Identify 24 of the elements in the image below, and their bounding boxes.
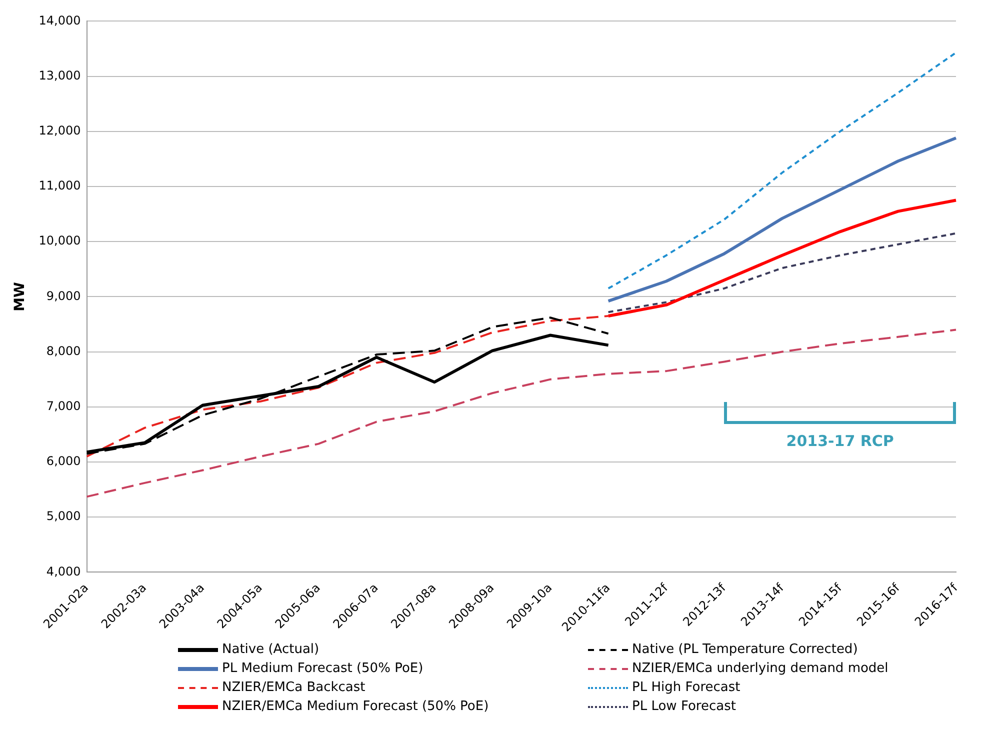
y-tick-label: 6,000 [46,454,81,468]
y-tick-label: 8,000 [46,344,81,358]
legend-label: NZIER/EMCa Backcast [222,680,366,695]
y-tick-label: 10,000 [38,234,81,248]
y-tick-label: 9,000 [46,288,81,303]
y-tick-label: 7,000 [46,399,81,414]
y-tick-label: 11,000 [38,178,81,193]
legend-label: PL Medium Forecast (50% PoE) [222,661,424,676]
annotation: 2013-17 RCP [785,432,895,450]
y-tick-label: 4,000 [46,564,81,578]
legend-label: Native (Actual) [222,642,320,657]
legend-label: NZIER/EMCa underlying demand model [632,661,888,676]
line-series [607,232,957,314]
legend-label: PL High Forecast [632,680,740,695]
legend-label: NZIER/EMCa Medium Forecast (50% PoE) [222,699,489,714]
line-series [607,52,957,290]
legend-label: Native (PL Temperature Corrected) [632,642,858,657]
y-axis-title: MW [12,282,28,312]
y-tick-label: 5,000 [46,509,81,524]
line-series [86,328,957,498]
legend-label: PL Low Forecast [632,699,736,714]
y-tick-label: 13,000 [38,68,81,82]
y-tick-label: 12,000 [38,124,81,138]
y-tick-label: 14,000 [38,13,81,28]
